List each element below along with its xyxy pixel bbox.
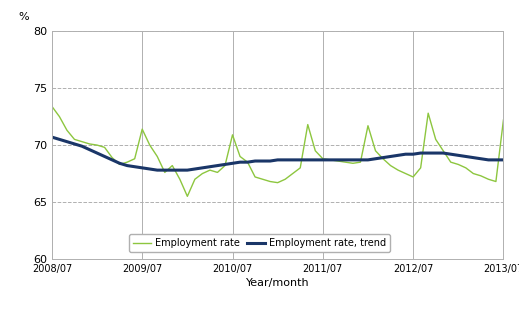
Employment rate — [214, 171, 221, 174]
Employment rate, trend — [297, 158, 303, 162]
Employment rate — [297, 166, 303, 170]
Employment rate — [500, 118, 507, 122]
Legend: Employment rate, Employment rate, trend: Employment rate, Employment rate, trend — [129, 234, 390, 252]
Employment rate, trend — [49, 135, 55, 139]
Employment rate — [327, 158, 333, 162]
Employment rate, trend — [139, 166, 145, 170]
X-axis label: Year/month: Year/month — [246, 278, 309, 288]
Employment rate, trend — [447, 152, 454, 156]
Text: %: % — [18, 12, 29, 22]
Employment rate, trend — [500, 158, 507, 162]
Employment rate, trend — [327, 158, 333, 162]
Employment rate, trend — [162, 168, 168, 172]
Employment rate — [184, 194, 190, 198]
Line: Employment rate: Employment rate — [52, 106, 503, 196]
Employment rate — [154, 154, 160, 158]
Employment rate, trend — [214, 164, 221, 168]
Employment rate — [139, 127, 145, 131]
Employment rate, trend — [154, 168, 160, 172]
Employment rate — [447, 160, 454, 164]
Employment rate — [49, 105, 55, 108]
Line: Employment rate, trend: Employment rate, trend — [52, 137, 503, 170]
